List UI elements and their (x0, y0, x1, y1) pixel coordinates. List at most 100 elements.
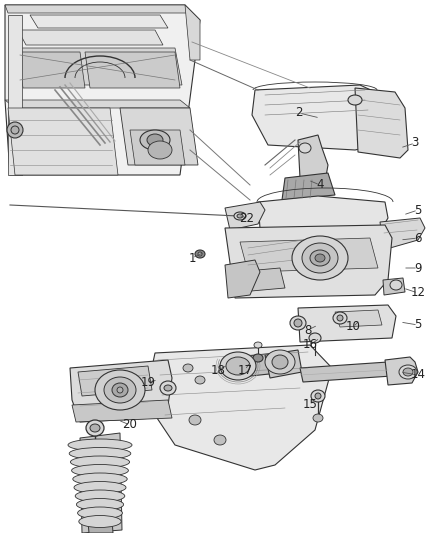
Ellipse shape (79, 515, 121, 528)
Polygon shape (298, 135, 328, 190)
Ellipse shape (348, 95, 362, 105)
Text: 15: 15 (303, 399, 318, 411)
Polygon shape (258, 196, 388, 232)
Text: 12: 12 (410, 287, 425, 300)
Polygon shape (5, 5, 190, 13)
Polygon shape (335, 310, 382, 327)
Ellipse shape (294, 319, 302, 327)
Ellipse shape (403, 368, 413, 376)
Polygon shape (130, 130, 185, 165)
Text: 3: 3 (411, 136, 419, 149)
Ellipse shape (69, 448, 131, 459)
Text: 6: 6 (414, 231, 422, 245)
Text: 5: 5 (414, 319, 422, 332)
Ellipse shape (7, 122, 23, 138)
Polygon shape (80, 433, 122, 533)
Ellipse shape (220, 352, 256, 380)
Polygon shape (18, 30, 163, 45)
Ellipse shape (86, 420, 104, 436)
Ellipse shape (311, 390, 325, 402)
Ellipse shape (337, 315, 343, 321)
Polygon shape (18, 52, 85, 88)
Ellipse shape (302, 243, 338, 273)
Polygon shape (78, 366, 152, 396)
Polygon shape (88, 520, 113, 533)
Ellipse shape (160, 381, 176, 395)
Polygon shape (235, 268, 285, 292)
Ellipse shape (214, 435, 226, 445)
Ellipse shape (68, 439, 132, 451)
Ellipse shape (90, 424, 100, 432)
Ellipse shape (189, 415, 201, 425)
Polygon shape (225, 260, 260, 298)
Polygon shape (145, 345, 332, 470)
Ellipse shape (234, 212, 246, 220)
Ellipse shape (265, 350, 295, 374)
Ellipse shape (315, 254, 325, 262)
Ellipse shape (195, 376, 205, 384)
Text: 5: 5 (414, 204, 422, 216)
Text: 18: 18 (211, 364, 226, 376)
Ellipse shape (71, 464, 128, 477)
Polygon shape (225, 202, 265, 230)
Text: 2: 2 (295, 107, 303, 119)
Ellipse shape (272, 355, 288, 369)
Polygon shape (385, 357, 418, 385)
Ellipse shape (117, 387, 123, 393)
Ellipse shape (313, 414, 323, 422)
Text: 19: 19 (141, 376, 155, 389)
Text: 22: 22 (240, 212, 254, 224)
Polygon shape (8, 15, 22, 175)
Polygon shape (5, 100, 190, 108)
Polygon shape (72, 400, 172, 422)
Ellipse shape (74, 481, 126, 494)
Polygon shape (5, 5, 200, 175)
Polygon shape (30, 15, 168, 28)
Ellipse shape (254, 342, 262, 348)
Ellipse shape (333, 312, 347, 324)
Polygon shape (355, 88, 408, 158)
Text: 16: 16 (303, 338, 318, 351)
Ellipse shape (292, 236, 348, 280)
Ellipse shape (164, 385, 172, 391)
Ellipse shape (148, 141, 172, 159)
Polygon shape (15, 48, 182, 85)
Ellipse shape (147, 134, 163, 146)
Ellipse shape (104, 377, 136, 403)
Ellipse shape (315, 393, 321, 399)
Ellipse shape (310, 250, 330, 266)
Ellipse shape (75, 490, 125, 502)
Polygon shape (225, 225, 392, 298)
Polygon shape (238, 352, 288, 377)
Polygon shape (85, 52, 180, 88)
Polygon shape (120, 108, 198, 165)
Text: 4: 4 (316, 179, 324, 191)
Ellipse shape (399, 365, 417, 379)
Ellipse shape (195, 250, 205, 258)
Text: 20: 20 (123, 418, 138, 432)
Text: 1: 1 (188, 252, 196, 264)
Polygon shape (282, 173, 335, 200)
Polygon shape (185, 5, 200, 60)
Polygon shape (298, 305, 396, 342)
Ellipse shape (71, 456, 130, 468)
Polygon shape (240, 238, 378, 272)
Polygon shape (383, 278, 405, 295)
Text: 17: 17 (237, 364, 252, 376)
Ellipse shape (390, 280, 402, 290)
Ellipse shape (11, 126, 19, 134)
Polygon shape (252, 85, 385, 150)
Ellipse shape (237, 214, 243, 218)
Ellipse shape (226, 357, 250, 375)
Ellipse shape (253, 354, 263, 362)
Text: 8: 8 (304, 324, 312, 336)
Polygon shape (265, 350, 302, 378)
Text: 9: 9 (414, 262, 422, 274)
Text: 10: 10 (346, 320, 360, 334)
Ellipse shape (95, 370, 145, 410)
Text: 14: 14 (410, 368, 425, 382)
Polygon shape (300, 362, 392, 382)
Polygon shape (8, 108, 118, 175)
Ellipse shape (290, 316, 306, 330)
Ellipse shape (198, 252, 202, 256)
